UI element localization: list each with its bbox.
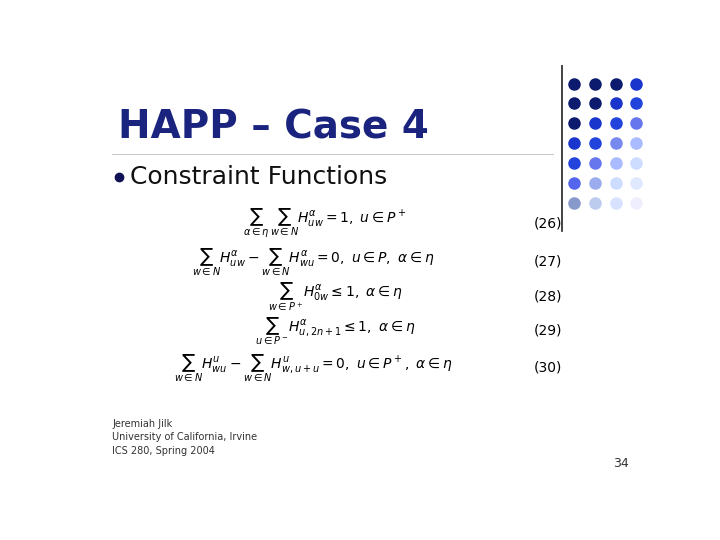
Text: (28): (28) — [534, 289, 562, 303]
Text: $\sum_{w \in P^+} H^{\alpha}_{0w} \leq 1,\ \alpha \in \eta$: $\sum_{w \in P^+} H^{\alpha}_{0w} \leq 1… — [268, 280, 403, 313]
Text: $\sum_{\alpha \in \eta}\,\sum_{w \in N} H^{\alpha}_{uw} = 1,\ u \in P^+$: $\sum_{\alpha \in \eta}\,\sum_{w \in N} … — [243, 207, 406, 240]
Text: 34: 34 — [613, 457, 629, 470]
Text: $\sum_{w \in N} H^{\alpha}_{uw} - \sum_{w \in N} H^{\alpha}_{wu} = 0,\ u \in P,\: $\sum_{w \in N} H^{\alpha}_{uw} - \sum_{… — [192, 246, 434, 276]
Text: (29): (29) — [534, 324, 562, 338]
Text: Jeremiah Jilk
University of California, Irvine
ICS 280, Spring 2004: Jeremiah Jilk University of California, … — [112, 419, 258, 456]
Text: (30): (30) — [534, 361, 562, 375]
Text: $\sum_{w \in N} H^{u}_{wu} - \sum_{w \in N} H^{u}_{w,u+u} = 0,\ u \in P^+,\ \alp: $\sum_{w \in N} H^{u}_{wu} - \sum_{w \in… — [174, 352, 453, 383]
Text: HAPP – Case 4: HAPP – Case 4 — [118, 109, 429, 146]
Text: (26): (26) — [534, 217, 562, 231]
Text: Constraint Functions: Constraint Functions — [130, 165, 387, 189]
Text: (27): (27) — [534, 254, 562, 268]
Text: $\sum_{u \in P^-} H^{\alpha}_{u,2n+1} \leq 1,\ \alpha \in \eta$: $\sum_{u \in P^-} H^{\alpha}_{u,2n+1} \l… — [256, 315, 415, 346]
